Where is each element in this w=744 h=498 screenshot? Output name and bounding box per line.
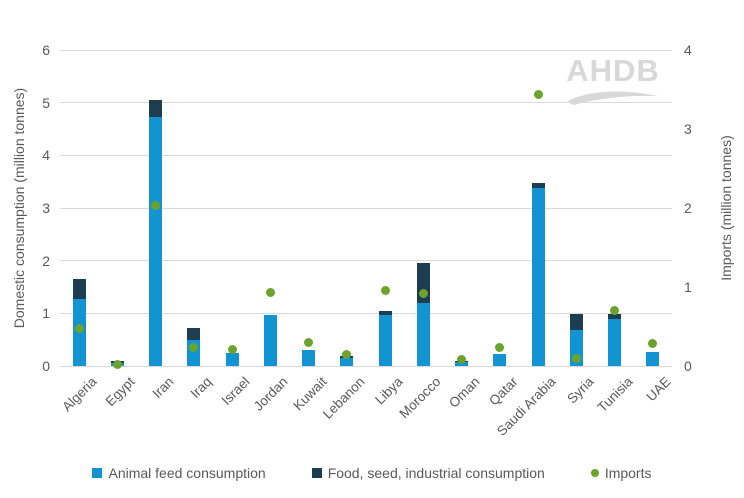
gridline — [60, 102, 672, 104]
imports-marker — [571, 353, 581, 363]
gridline — [60, 49, 672, 51]
gridline — [60, 207, 672, 209]
bar-animal-feed — [416, 303, 430, 366]
legend-item-animal-feed: Animal feed consumption — [92, 465, 266, 481]
right-axis-tick-label: 0 — [684, 358, 692, 374]
bar-animal-feed — [378, 315, 392, 366]
legend-item-food-seed-industrial: Food, seed, industrial consumption — [311, 465, 545, 481]
legend-label-imports: Imports — [604, 465, 652, 481]
left-axis-tick-label: 5 — [42, 94, 50, 111]
bar-animal-feed — [608, 318, 622, 366]
bar-food-seed-industrial — [569, 314, 583, 331]
legend-swatch-imports — [590, 469, 599, 477]
bar-food-seed-industrial — [187, 327, 201, 340]
ahdb-watermark-logo: AHDB — [558, 55, 668, 106]
left-axis-tick-label: 6 — [42, 42, 50, 58]
plot-area: 0 1 2 3 4 5 6 0 1 2 3 4 Algeria Egypt Iran Iraq Israel Jo… — [42, 42, 692, 439]
left-axis-tick-label: 4 — [42, 147, 50, 164]
bar-animal-feed — [225, 353, 239, 366]
imports-marker — [648, 338, 658, 348]
bar-animal-feed — [302, 350, 316, 366]
bar-food-seed-industrial — [378, 311, 392, 316]
right-axis-tick-label: 1 — [684, 279, 692, 295]
legend-swatch-food-seed-industrial — [311, 468, 322, 478]
imports-marker — [112, 359, 122, 369]
left-axis-tick-label: 2 — [42, 252, 50, 269]
imports-marker — [533, 89, 543, 99]
legend-swatch-animal-feed — [92, 468, 103, 478]
gridline — [60, 154, 672, 156]
right-axis-tick-label: 2 — [684, 200, 692, 216]
bar-animal-feed — [493, 353, 507, 366]
right-axis-tick-label: 3 — [684, 121, 692, 137]
imports-marker — [227, 344, 237, 354]
imports-marker — [265, 288, 275, 298]
imports-marker — [380, 285, 390, 295]
bar-animal-feed — [340, 357, 354, 366]
ahdb-wave-icon — [568, 91, 658, 105]
right-axis-tick-label: 4 — [684, 42, 692, 58]
bar-animal-feed — [531, 187, 545, 366]
bar-animal-feed — [455, 362, 469, 366]
imports-marker — [151, 201, 161, 211]
legend-item-imports: Imports — [590, 465, 652, 481]
bar-animal-feed — [646, 351, 660, 366]
bar-animal-feed — [149, 117, 163, 366]
imports-marker — [189, 343, 199, 353]
bar-animal-feed — [263, 315, 277, 366]
bar-food-seed-industrial — [72, 278, 86, 300]
imports-marker — [74, 323, 84, 333]
gridline — [60, 312, 672, 314]
gridline — [60, 260, 672, 262]
bar-food-seed-industrial — [531, 182, 545, 188]
imports-marker — [495, 343, 505, 353]
legend-label-food-seed-industrial: Food, seed, industrial consumption — [327, 465, 545, 481]
imports-marker — [418, 288, 428, 298]
imports-marker — [342, 349, 352, 359]
legend: Animal feed consumption Food, seed, indu… — [0, 465, 744, 481]
left-axis-tick-label: 3 — [42, 200, 50, 216]
ahdb-logo-text: AHDB — [566, 53, 660, 88]
left-axis-tick-label: 1 — [42, 305, 50, 322]
gridline — [60, 365, 672, 367]
bar-food-seed-industrial — [149, 100, 163, 118]
imports-marker — [610, 306, 620, 316]
right-axis-title: Imports (million tonnes) — [718, 135, 734, 281]
legend-label-animal-feed: Animal feed consumption — [108, 465, 266, 481]
imports-marker — [304, 337, 314, 347]
left-axis-tick-label: 0 — [42, 358, 50, 374]
bar-food-seed-industrial — [608, 313, 622, 319]
imports-marker — [457, 355, 467, 365]
